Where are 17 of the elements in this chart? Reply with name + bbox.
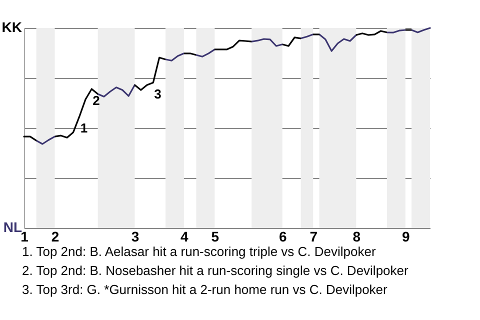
x-tick-label: 9: [402, 228, 410, 244]
x-tick-label: 8: [352, 228, 361, 244]
annotation: 2: [92, 93, 100, 108]
text: KK: [2, 19, 22, 35]
x-tick-label: 7: [310, 228, 318, 244]
text: 3. Top 3rd: G. *Gurnisson hit a 2-run home run vs C. Devilpoker: [22, 282, 388, 297]
text: NL: [3, 219, 22, 235]
annotation: 1: [80, 120, 88, 136]
text: 1. Top 2nd: B. Aelasar hit a run-scoring triple vs C. Devilpoker: [22, 244, 376, 259]
x-tick-label: 4: [180, 228, 189, 244]
annotation: 3: [154, 86, 162, 102]
x-tick-label: 5: [211, 228, 220, 244]
x-tick-label: 1: [20, 228, 29, 244]
x-tick-label: 6: [278, 228, 287, 244]
x-tick-label: 3: [131, 228, 140, 244]
text: 2. Top 2nd: B. Nosebasher hit a run-scoring single vs C. Devilpoker: [22, 263, 410, 278]
x-tick-label: 2: [51, 228, 60, 244]
